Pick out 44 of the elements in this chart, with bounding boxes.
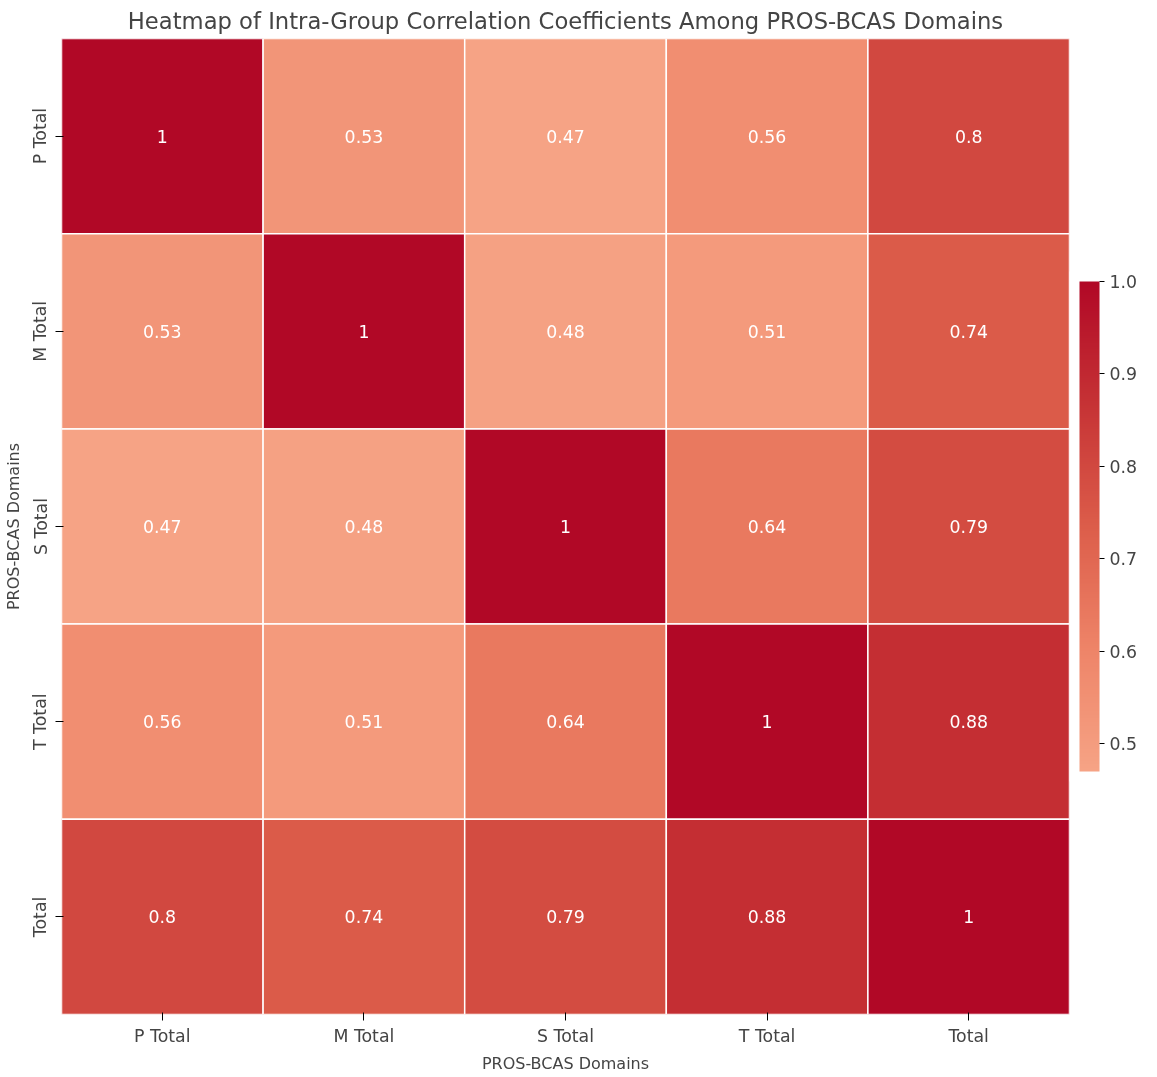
color-bar-label: 0.8	[1109, 456, 1138, 477]
data-label: 1	[559, 517, 572, 537]
color-bar-label: 0.6	[1109, 641, 1138, 662]
chart-title: Heatmap of Intra-Group Correlation Coefficients Among PROS-BCAS Domains	[127, 7, 1004, 34]
data-label: 0.88	[747, 907, 787, 928]
data-label: 1	[761, 712, 773, 733]
data-label: 0.8	[148, 907, 177, 928]
x-tick-label: S Total	[537, 1025, 594, 1046]
data-label: 0.74	[344, 907, 384, 928]
y-tick-label: P Total	[30, 107, 51, 165]
data-label: 0.53	[143, 321, 182, 342]
data-label: 0.88	[949, 712, 988, 733]
y-tick-label: Total	[30, 896, 51, 939]
y-tick-label: M Total	[30, 300, 51, 362]
color-bar-label: 0.7	[1109, 549, 1138, 570]
x-tick-label: M Total	[333, 1025, 395, 1046]
data-label: 1	[156, 126, 168, 147]
data-label: 0.8	[954, 126, 983, 147]
data-label: 1	[358, 321, 370, 342]
y-axis-title: PROS-BCAS Domains	[3, 442, 23, 611]
data-label: 0.79	[949, 517, 988, 537]
y-tick-label: S Total	[30, 498, 51, 555]
color-bar-label: 0.5	[1109, 734, 1138, 755]
data-label: 0.48	[344, 517, 384, 537]
data-label: 0.74	[949, 321, 988, 342]
x-axis-title: PROS-BCAS Domains	[481, 1053, 650, 1073]
data-label: 0.79	[546, 907, 585, 928]
color-bar-label: 1.0	[1109, 272, 1138, 292]
data-label: 0.53	[344, 126, 384, 147]
color-bar-label: 0.9	[1109, 364, 1138, 385]
y-tick-label: T Total	[30, 693, 51, 751]
data-label: 0.64	[546, 712, 585, 733]
data-label: 0.56	[747, 126, 787, 147]
x-tick-label: T Total	[737, 1025, 796, 1046]
x-tick-label: P Total	[134, 1025, 191, 1046]
data-label: 0.51	[344, 712, 384, 733]
data-label: 0.48	[546, 321, 585, 342]
x-tick-label: Total	[947, 1025, 989, 1046]
data-label: 1	[963, 907, 975, 928]
data-label: 0.51	[747, 321, 787, 342]
data-label: 0.64	[747, 517, 787, 537]
data-label: 0.47	[546, 126, 585, 147]
data-label: 0.56	[143, 712, 182, 733]
data-label: 0.47	[143, 517, 182, 537]
